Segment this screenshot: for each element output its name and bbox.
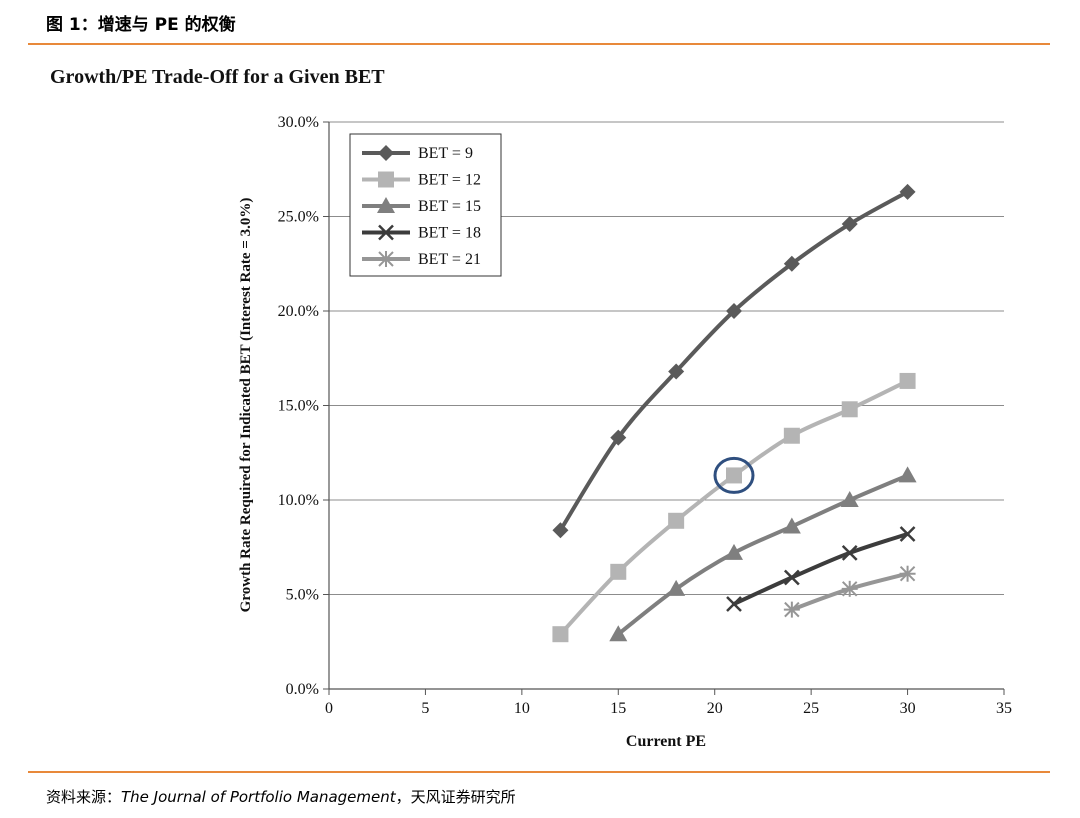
data-point <box>899 372 916 389</box>
data-point <box>610 429 627 446</box>
data-point <box>726 467 742 484</box>
data-point <box>899 526 916 542</box>
series-markers <box>552 183 917 643</box>
y-tick-label: 30.0% <box>278 114 319 131</box>
source-publication: The Journal of Portfolio Management <box>121 788 396 806</box>
x-tick-label: 5 <box>421 700 429 717</box>
data-point <box>609 625 628 642</box>
series-line-bet-18 <box>732 532 910 606</box>
series-line-bet-12 <box>558 378 910 637</box>
y-tick-label: 10.0% <box>278 492 319 509</box>
data-point <box>726 303 742 319</box>
x-tick-label: 10 <box>514 700 530 717</box>
legend: BET = 9 BET = 12 BET = 15 BET = 18 BET = 21 <box>349 133 502 277</box>
data-point <box>898 466 917 483</box>
source-note: 资料来源：The Journal of Portfolio Management… <box>46 786 516 807</box>
x-tick-label: 25 <box>803 700 819 717</box>
y-tick-label: 0.0% <box>286 681 319 698</box>
legend-marker <box>378 171 394 188</box>
series-line-bet-15 <box>616 473 910 637</box>
data-point <box>841 216 858 233</box>
data-point <box>840 491 859 507</box>
x-tick-labels: 0 5 10 15 20 25 30 35 <box>325 700 1012 717</box>
legend-marker <box>377 197 395 213</box>
y-axis-label: Growth Rate Required for Indicated BET (… <box>238 198 254 613</box>
y-tick-label: 25.0% <box>278 209 319 226</box>
y-tick-label: 5.0% <box>286 587 319 604</box>
figure-title: 图 1：增速与 PE 的权衡 <box>46 15 236 35</box>
data-point <box>552 522 569 539</box>
source-prefix: 资料来源： <box>46 788 122 806</box>
x-tick-label: 30 <box>900 700 916 717</box>
legend-marker <box>378 224 394 241</box>
data-point <box>668 363 685 380</box>
data-point <box>783 569 800 586</box>
data-point <box>899 565 916 582</box>
y-tick-label: 15.0% <box>278 398 319 415</box>
data-point <box>782 517 801 534</box>
axes <box>323 121 1005 695</box>
y-tick-label: 20.0% <box>278 303 319 320</box>
data-point <box>841 545 858 561</box>
data-point <box>783 255 800 272</box>
data-point <box>899 183 916 200</box>
legend-label: BET = 21 <box>418 251 481 268</box>
data-point <box>668 512 685 529</box>
legend-label: BET = 12 <box>418 172 481 189</box>
x-tick-label: 15 <box>610 700 626 717</box>
x-axis-label: Current PE <box>626 733 706 750</box>
highlight-group <box>713 456 755 494</box>
x-tick-label: 35 <box>996 700 1012 717</box>
y-tick-labels: 0.0% 5.0% 10.0% 15.0% 20.0% 25.0% 30.0% <box>278 114 319 698</box>
data-point <box>667 579 686 596</box>
chart-title: Growth/PE Trade-Off for a Given BET <box>50 66 385 88</box>
data-point <box>783 427 800 444</box>
data-point <box>610 563 627 580</box>
data-point <box>726 596 742 612</box>
legend-marker <box>378 251 394 267</box>
data-point <box>552 626 569 643</box>
legend-label: BET = 9 <box>418 145 473 162</box>
data-point <box>841 580 858 597</box>
data-point <box>725 543 743 560</box>
top-divider <box>28 43 1050 45</box>
bottom-divider <box>28 771 1050 773</box>
data-point <box>783 601 800 618</box>
legend-label: BET = 15 <box>418 198 481 215</box>
source-suffix: ，天风证券研究所 <box>395 788 516 806</box>
highlight-circle <box>713 456 755 494</box>
legend-box <box>349 133 502 277</box>
x-tick-label: 20 <box>707 700 723 717</box>
legend-label: BET = 18 <box>418 225 481 242</box>
data-point <box>841 401 858 418</box>
x-tick-label: 0 <box>325 700 333 717</box>
legend-marker <box>378 145 394 161</box>
